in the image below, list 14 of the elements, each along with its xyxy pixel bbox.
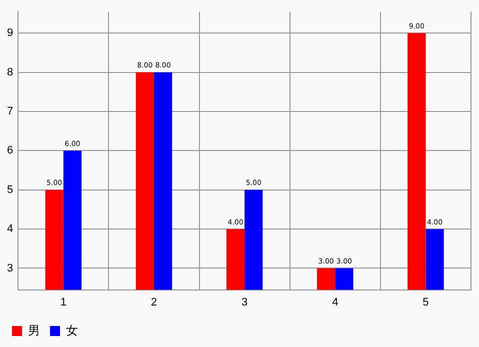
y-tick-label: 3: [6, 262, 14, 274]
x-tick-label: 5: [422, 296, 429, 308]
x-tick-label: 2: [150, 296, 158, 308]
y-tick-label: 6: [6, 144, 14, 157]
legend-label: 男: [28, 323, 40, 338]
y-tick-label: 7: [6, 106, 14, 118]
legend-label: 女: [66, 323, 78, 338]
y-tick-label: 9: [6, 27, 14, 40]
y-tick-label: 4: [6, 223, 14, 236]
y-tick-label: 5: [6, 184, 14, 196]
y-tick-label: 8: [6, 66, 14, 78]
x-tick-label: 3: [241, 296, 248, 308]
x-tick-label: 1: [60, 296, 66, 308]
x-tick-label: 4: [332, 296, 338, 308]
